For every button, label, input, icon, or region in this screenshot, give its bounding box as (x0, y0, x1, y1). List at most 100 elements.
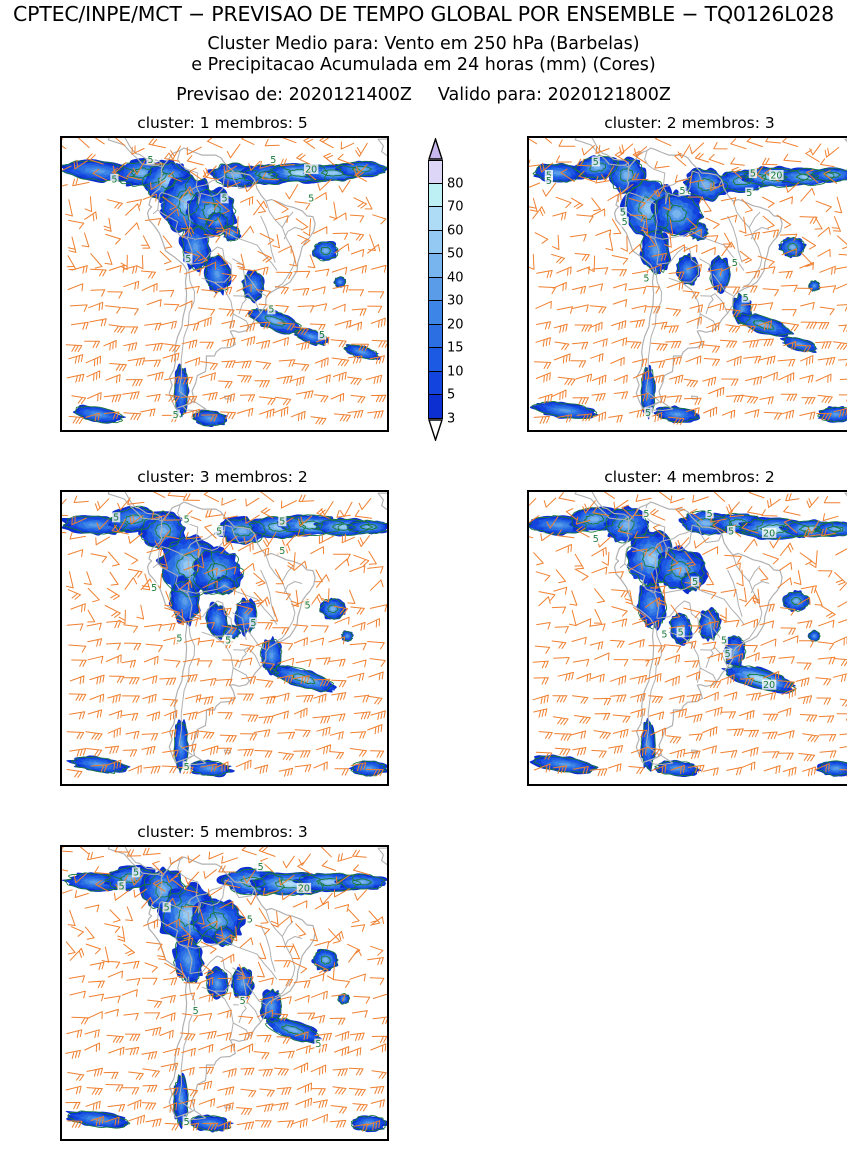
y-axis-tick-mark (527, 196, 529, 198)
svg-text:5: 5 (279, 546, 285, 557)
colorbar-tick-label: 5 (447, 387, 456, 403)
y-axis-tick-mark (527, 569, 529, 571)
y-axis-tick-mark (60, 905, 62, 907)
svg-text:5: 5 (750, 168, 756, 179)
y-axis-tick-mark (60, 983, 62, 985)
x-axis-tick-mark (835, 430, 837, 432)
y-axis-tick-mark (60, 351, 62, 353)
y-axis-tick-mark (527, 491, 529, 493)
y-axis-tick-mark (60, 1119, 62, 1121)
y-axis-tick-mark (60, 215, 62, 217)
colorbar-tick-label: 10 (447, 364, 464, 379)
svg-text:5: 5 (193, 1006, 199, 1017)
y-axis-tick-mark (527, 274, 529, 276)
y-axis-tick-mark (527, 647, 529, 649)
y-axis-tick-mark (60, 550, 62, 552)
y-axis-tick-mark (527, 254, 529, 256)
map-canvas-cluster-1: 5 5 5 5 20 5 5 5 5 5 (62, 138, 387, 428)
x-axis-tick-mark (115, 784, 117, 786)
y-axis-tick-mark (60, 866, 62, 868)
x-axis-tick-mark (152, 1139, 154, 1141)
x-axis-tick-mark (224, 784, 226, 786)
coastlines-and-borders (107, 847, 387, 1121)
svg-text:5: 5 (225, 635, 231, 646)
x-axis-tick-mark (332, 784, 334, 786)
svg-text:5: 5 (240, 996, 246, 1007)
x-axis-tick-mark (655, 784, 657, 786)
forecast-time-row: Previsao de: 2020121400Z Valido para: 20… (0, 85, 847, 105)
y-axis-tick-mark (60, 1138, 62, 1140)
x-axis-tick-mark (79, 784, 81, 786)
y-axis-tick-mark (60, 963, 62, 965)
x-axis-tick-mark (332, 430, 334, 432)
map-area-cluster-1: 5555205555515N10N5NEQ5S10S15S20S25S30S35… (60, 136, 389, 432)
x-axis-tick-mark (188, 430, 190, 432)
y-axis-tick-mark (60, 137, 62, 139)
x-axis-tick-mark (260, 1139, 262, 1141)
colorbar-tick-label: 20 (447, 317, 464, 332)
svg-text:5: 5 (678, 628, 684, 639)
y-axis-tick-mark (60, 371, 62, 373)
colorbar-segment (428, 395, 443, 419)
y-axis-tick-mark (60, 608, 62, 610)
map-area-cluster-4: 555520555552015N10N5NEQ5S10S15S20S25S30S… (527, 490, 847, 786)
svg-text:5: 5 (221, 194, 227, 205)
x-axis-tick-mark (368, 430, 370, 432)
x-axis-tick-mark (115, 1139, 117, 1141)
y-axis-tick-mark (60, 511, 62, 513)
y-axis-tick-mark (527, 390, 529, 392)
x-axis-tick-mark (152, 430, 154, 432)
x-axis-tick-mark (582, 430, 584, 432)
y-axis-tick-mark (527, 550, 529, 552)
map-canvas-cluster-3: 5 5 5 5 5 5 5 5 5 5 5 (62, 492, 387, 778)
svg-text:5: 5 (133, 868, 139, 879)
svg-text:5: 5 (645, 408, 651, 419)
colorbar-segment (428, 254, 443, 278)
y-axis-tick-mark (527, 686, 529, 688)
y-axis-tick-mark (527, 235, 529, 237)
colorbar-segment (428, 230, 443, 254)
y-axis-tick-mark (60, 390, 62, 392)
svg-text:5: 5 (270, 155, 276, 166)
cluster-panel-title-4: cluster: 4 membros: 2 (604, 468, 775, 486)
colorbar-segment (428, 207, 443, 231)
y-axis-tick-mark (60, 530, 62, 532)
y-axis-tick-mark (60, 846, 62, 848)
valid-for-label: Valido para: 2020121800Z (437, 85, 671, 105)
colorbar-segment (428, 301, 443, 325)
colorbar-segment (428, 348, 443, 372)
y-axis-tick-mark (527, 176, 529, 178)
coastlines-and-borders (574, 138, 847, 412)
svg-text:5: 5 (147, 155, 153, 166)
colorbar-max-arrow (428, 136, 443, 160)
y-axis-tick-mark (60, 647, 62, 649)
x-axis-tick-mark (188, 1139, 190, 1141)
y-axis-tick-mark (527, 608, 529, 610)
colorbar-tick-label: 30 (447, 293, 464, 309)
x-axis-tick-mark (691, 784, 693, 786)
x-axis-tick-mark (260, 784, 262, 786)
map-area-cluster-3: 5555555555515N10N5NEQ5S10S15S20S25S30S35… (60, 490, 389, 786)
svg-text:5: 5 (721, 635, 727, 646)
wind-barbs-250hpa (62, 138, 387, 425)
x-axis-tick-mark (188, 784, 190, 786)
colorbar-segments (428, 160, 443, 419)
wind-barbs-250hpa (529, 138, 847, 425)
svg-text:5: 5 (679, 186, 685, 197)
colorbar-tick-label: 15 (447, 340, 464, 356)
y-axis-tick-mark (527, 783, 529, 785)
y-axis-tick-mark (60, 1080, 62, 1082)
map-area-cluster-2: 5555555205555515N10N5NEQ5S10S15S20S25S30… (527, 136, 847, 432)
y-axis-tick-mark (60, 176, 62, 178)
chart-header: CPTEC/INPE/MCT − PREVISAO DE TEMPO GLOBA… (0, 0, 847, 105)
x-axis-tick-mark (691, 430, 693, 432)
contour-value-labels: 55555552055555 (544, 156, 784, 419)
forecast-from-label: Previsao de: 2020121400Z (176, 85, 412, 105)
cluster-panel-title-3: cluster: 3 membros: 2 (137, 468, 308, 486)
y-axis-tick-mark (527, 429, 529, 431)
svg-text:20: 20 (770, 170, 782, 181)
y-axis-tick-mark (60, 725, 62, 727)
svg-text:5: 5 (622, 217, 628, 228)
